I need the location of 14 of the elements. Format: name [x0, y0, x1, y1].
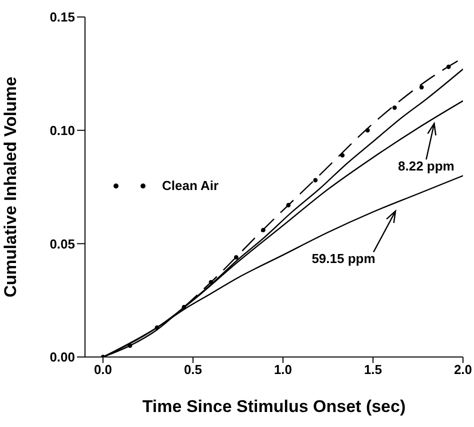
y-tick-label: 0.15 — [50, 10, 75, 25]
x-axis-title: Time Since Stimulus Onset (sec) — [142, 397, 406, 416]
x-tick-label: 1.5 — [364, 362, 382, 378]
x-tick-label: 2.0 — [454, 362, 472, 378]
x-tick-label: 1.0 — [274, 362, 292, 378]
x-tick-label: 0.0 — [94, 362, 112, 378]
y-tick-label: 0.10 — [50, 122, 75, 138]
y-axis-title: Cumulative Inhaled Volume — [1, 76, 20, 298]
legend-label: Clean Air — [162, 178, 219, 193]
annotation: 8.22 ppm — [398, 158, 454, 174]
y-tick-label: 0.00 — [50, 350, 75, 365]
x-tick-label: 0.5 — [184, 362, 202, 378]
y-tick-label: 0.05 — [50, 236, 75, 252]
annotation: 59.15 ppm — [312, 251, 376, 266]
